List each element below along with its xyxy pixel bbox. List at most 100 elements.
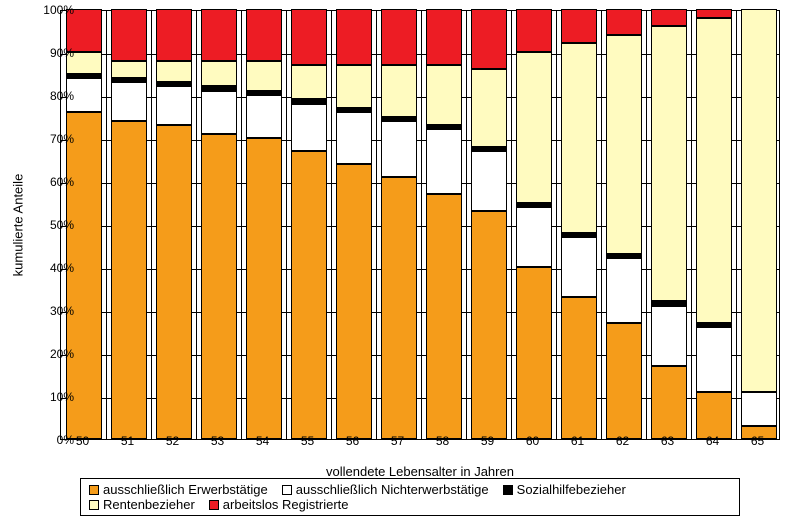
grid-line-v [736, 11, 737, 439]
bar-segment-rente [426, 65, 462, 125]
bar-segment-erwerb [696, 392, 732, 439]
bar-segment-sozial [426, 125, 462, 129]
y-tick-label: 10% [34, 390, 74, 404]
bar-segment-nichterw [651, 306, 687, 366]
legend-item-arbeitslos: arbeitslos Registrierte [209, 497, 349, 512]
bar-segment-rente [651, 26, 687, 301]
grid-line-v [376, 11, 377, 439]
bar-segment-rente [561, 43, 597, 232]
bar-segment-sozial [336, 108, 372, 112]
y-tick-label: 60% [34, 175, 74, 189]
bar-segment-sozial [246, 91, 282, 95]
x-tick-label: 58 [436, 434, 449, 448]
bar-segment-rente [246, 61, 282, 91]
bar-group [336, 11, 372, 439]
legend-swatch [282, 485, 292, 495]
x-tick-label: 54 [256, 434, 269, 448]
legend-label: ausschließlich Erwerbstätige [103, 482, 268, 497]
bar-segment-arbeitslos [111, 9, 147, 61]
bar-segment-nichterw [156, 86, 192, 125]
bar-segment-nichterw [561, 237, 597, 297]
bar-segment-rente [156, 61, 192, 83]
bar-segment-rente [741, 9, 777, 392]
x-tick-label: 52 [166, 434, 179, 448]
bar-segment-nichterw [291, 104, 327, 151]
bar-segment-erwerb [111, 121, 147, 439]
y-tick-label: 70% [34, 132, 74, 146]
bar-segment-erwerb [291, 151, 327, 439]
bar-group [291, 11, 327, 439]
bar-group [561, 11, 597, 439]
legend-label: arbeitslos Registrierte [223, 497, 349, 512]
bar-segment-erwerb [651, 366, 687, 439]
y-tick-label: 80% [34, 89, 74, 103]
grid-line-v [691, 11, 692, 439]
bar-segment-erwerb [246, 138, 282, 439]
y-tick-label: 90% [34, 46, 74, 60]
bar-segment-sozial [201, 86, 237, 90]
bar-segment-arbeitslos [651, 9, 687, 26]
legend-swatch [89, 500, 99, 510]
chart-container: kumulierte Anteile vollendete Lebensalte… [60, 10, 780, 440]
bar-segment-nichterw [336, 112, 372, 164]
legend-item-rente: Rentenbezieher [89, 497, 195, 512]
bar-segment-erwerb [201, 134, 237, 439]
legend-item-nichterw: ausschließlich Nichterwerbstätige [282, 482, 489, 497]
plot-area [60, 10, 780, 440]
legend-swatch [209, 500, 219, 510]
bar-segment-sozial [516, 203, 552, 207]
x-tick-label: 56 [346, 434, 359, 448]
legend-item-sozial: Sozialhilfebezieher [503, 482, 626, 497]
bar-segment-rente [381, 65, 417, 117]
bar-segment-erwerb [471, 211, 507, 439]
bar-group [606, 11, 642, 439]
y-axis-label: kumulierte Anteile [11, 174, 26, 277]
grid-line-v [421, 11, 422, 439]
bar-segment-sozial [66, 74, 102, 78]
bar-group [741, 11, 777, 439]
bar-segment-sozial [651, 301, 687, 305]
x-tick-label: 57 [391, 434, 404, 448]
bar-group [111, 11, 147, 439]
x-tick-label: 60 [526, 434, 539, 448]
x-tick-label: 62 [616, 434, 629, 448]
bar-group [381, 11, 417, 439]
legend-label: Rentenbezieher [103, 497, 195, 512]
bar-segment-nichterw [606, 258, 642, 323]
bar-segment-arbeitslos [336, 9, 372, 65]
y-tick-label: 20% [34, 347, 74, 361]
bar-segment-rente [336, 65, 372, 108]
bar-segment-nichterw [426, 129, 462, 194]
bar-segment-sozial [606, 254, 642, 258]
grid-line-v [106, 11, 107, 439]
grid-line-v [601, 11, 602, 439]
bar-segment-arbeitslos [156, 9, 192, 61]
bar-group [696, 11, 732, 439]
x-tick-label: 61 [571, 434, 584, 448]
x-tick-label: 59 [481, 434, 494, 448]
bar-segment-sozial [381, 117, 417, 121]
x-tick-label: 50 [76, 434, 89, 448]
bar-segment-arbeitslos [201, 9, 237, 61]
bar-segment-nichterw [741, 392, 777, 426]
bar-segment-nichterw [201, 91, 237, 134]
bar-segment-nichterw [516, 207, 552, 267]
bar-segment-sozial [696, 323, 732, 327]
grid-line-v [196, 11, 197, 439]
x-tick-label: 63 [661, 434, 674, 448]
bar-segment-rente [606, 35, 642, 254]
bar-segment-arbeitslos [291, 9, 327, 65]
bar-segment-rente [471, 69, 507, 146]
bar-segment-erwerb [381, 177, 417, 439]
y-tick-label: 40% [34, 261, 74, 275]
grid-line-v [331, 11, 332, 439]
grid-line-v [151, 11, 152, 439]
bar-segment-arbeitslos [696, 9, 732, 18]
bar-segment-rente [696, 18, 732, 323]
bar-segment-nichterw [246, 95, 282, 138]
x-tick-label: 53 [211, 434, 224, 448]
legend-swatch [89, 485, 99, 495]
legend-item-erwerb: ausschließlich Erwerbstätige [89, 482, 268, 497]
bar-group [651, 11, 687, 439]
bar-group [516, 11, 552, 439]
